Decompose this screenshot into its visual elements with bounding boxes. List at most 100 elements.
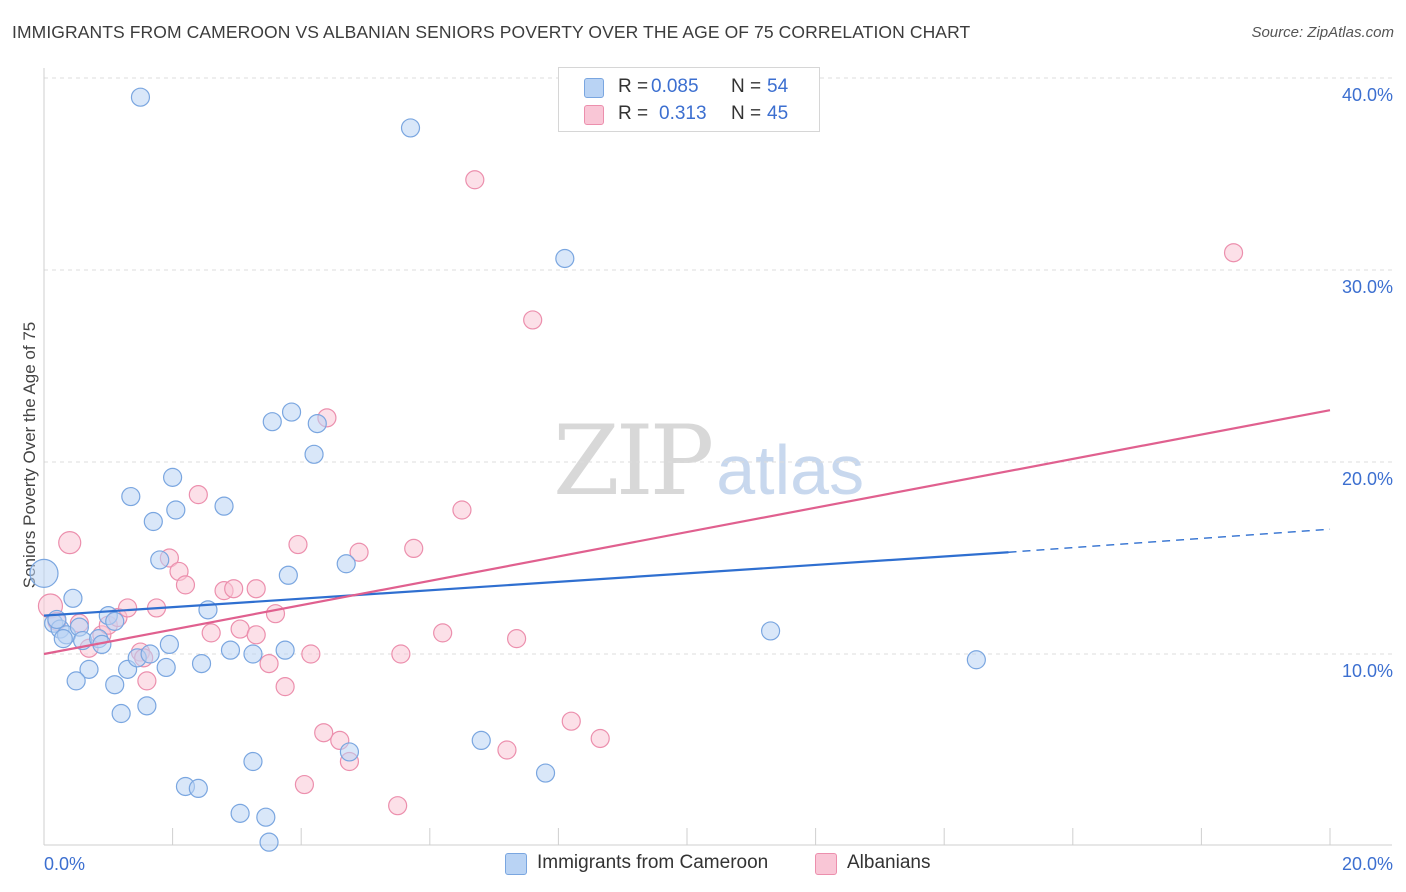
data-point — [188, 485, 208, 505]
data-point — [150, 550, 170, 570]
data-point — [307, 414, 327, 434]
data-point — [452, 500, 472, 520]
data-point — [281, 402, 302, 422]
data-point — [339, 742, 360, 762]
data-point — [111, 703, 131, 724]
legend-r-label: R = — [618, 103, 649, 124]
data-point — [259, 832, 279, 852]
data-point — [465, 170, 485, 190]
data-point — [117, 598, 138, 618]
x-tick-label: 20.0% — [1342, 854, 1393, 874]
legend-n-label: N = — [731, 103, 762, 124]
series-albanians — [37, 170, 1244, 816]
trend-line-albanians — [43, 409, 1331, 656]
data-point — [336, 554, 356, 574]
data-point — [433, 623, 453, 643]
y-tick-label: 30.0% — [1342, 277, 1393, 297]
bottom-legend-swatch-blue — [505, 853, 527, 875]
data-point — [404, 538, 424, 559]
data-point — [555, 248, 575, 269]
x-tick-label: 0.0% — [44, 854, 85, 874]
chart-title: IMMIGRANTS FROM CAMEROON VS ALBANIAN SEN… — [12, 22, 971, 42]
data-point — [561, 711, 581, 731]
data-point — [201, 623, 221, 643]
data-point — [188, 778, 208, 799]
data-point — [159, 634, 179, 655]
data-point — [156, 657, 176, 678]
legend-n-value: 45 — [767, 103, 789, 124]
data-point — [262, 412, 282, 432]
data-point — [301, 644, 321, 664]
grid-lines — [44, 77, 1392, 655]
data-point — [388, 796, 408, 816]
data-point — [191, 653, 212, 674]
axes — [43, 68, 1392, 846]
data-point — [66, 671, 86, 691]
legend-swatch-blue — [584, 78, 604, 98]
data-point — [175, 575, 196, 595]
correlation-legend: R = 0.085 N = 54 R = 0.313 N = 45 — [558, 67, 820, 132]
data-point — [63, 588, 83, 608]
data-point — [256, 807, 276, 827]
data-point — [760, 621, 781, 641]
data-point — [391, 644, 411, 664]
data-point — [53, 629, 73, 649]
data-point — [243, 751, 263, 772]
source-label: Source: ZipAtlas.com — [1251, 24, 1394, 41]
data-point — [140, 644, 160, 664]
data-point — [105, 675, 125, 695]
legend-r-value: 0.313 — [659, 103, 707, 124]
data-point — [137, 696, 157, 716]
data-point — [246, 625, 266, 645]
data-point — [79, 659, 99, 679]
data-point — [471, 730, 491, 751]
data-point — [349, 542, 369, 562]
data-point — [105, 611, 125, 631]
data-point — [121, 486, 141, 507]
data-point — [265, 604, 286, 624]
data-point — [224, 579, 244, 599]
data-point — [166, 500, 186, 520]
data-point — [400, 118, 421, 138]
data-point — [130, 87, 151, 107]
data-point — [1223, 243, 1244, 263]
data-point — [275, 677, 295, 697]
trend-line-cameroon-extension — [1008, 528, 1331, 553]
data-point — [966, 650, 986, 670]
watermark-atlas: atlas — [716, 431, 865, 509]
y-tick-label: 20.0% — [1342, 469, 1393, 489]
data-point — [314, 723, 334, 743]
data-point — [47, 609, 67, 630]
bottom-legend-swatch-pink — [815, 853, 837, 875]
data-point — [230, 619, 250, 639]
data-point — [497, 740, 517, 760]
data-point — [294, 774, 315, 795]
data-point — [304, 444, 324, 464]
data-point — [220, 640, 241, 660]
series-cameroon — [29, 87, 986, 852]
data-point — [507, 629, 527, 649]
data-point — [243, 644, 263, 664]
data-point — [163, 467, 183, 487]
watermark-zip: ZIP — [553, 405, 714, 517]
data-point — [29, 558, 59, 588]
data-point — [259, 653, 279, 674]
data-point — [288, 534, 308, 555]
trend-lines — [43, 409, 1331, 656]
data-point — [137, 671, 157, 691]
legend-r-label: R = — [618, 76, 649, 97]
bottom-legend-label: Immigrants from Cameroon — [537, 852, 769, 873]
data-point — [230, 803, 250, 823]
y-tick-label: 40.0% — [1342, 85, 1393, 105]
data-point — [143, 511, 163, 532]
legend-n-label: N = — [731, 76, 762, 97]
data-point — [275, 640, 295, 660]
data-point — [58, 531, 82, 555]
data-point — [523, 310, 543, 330]
watermark: ZIPatlas — [553, 405, 864, 517]
data-point — [214, 496, 234, 516]
legend-swatch-pink — [584, 105, 604, 125]
data-point — [535, 763, 556, 783]
data-point — [590, 728, 610, 749]
